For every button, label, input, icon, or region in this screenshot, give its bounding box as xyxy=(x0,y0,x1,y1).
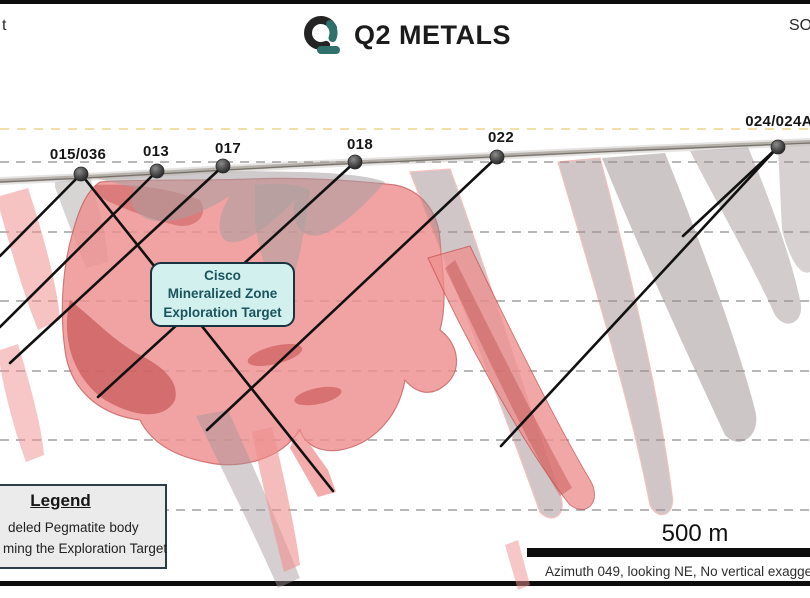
company-logo: Q2 METALS xyxy=(299,12,511,58)
legend: Legend deled Pegmatite body ming the Exp… xyxy=(0,484,167,569)
q2-metals-logo-icon xyxy=(303,16,340,54)
legend-item-target: ming the Exploration Target xyxy=(3,541,168,556)
surface-topography-line xyxy=(0,138,810,185)
section-direction-left: t xyxy=(2,17,7,34)
section-direction-right: SO xyxy=(789,17,810,34)
frame-border-top xyxy=(0,0,810,4)
scale-bar-label: 500 m xyxy=(661,520,729,547)
target-line-3: Exploration Target xyxy=(163,304,282,320)
orientation-note: Azimuth 049, looking NE, No vertical exa… xyxy=(545,564,810,579)
legend-item-pegmatite: deled Pegmatite body xyxy=(8,520,139,535)
scale-bar xyxy=(527,548,810,557)
target-line-2: Mineralized Zone xyxy=(167,286,278,302)
frame-border-bottom xyxy=(0,581,810,586)
drill-hole-collars xyxy=(73,139,786,182)
target-line-1: Cisco xyxy=(204,267,241,283)
legend-title: Legend xyxy=(30,491,91,510)
company-logo-text: Q2 METALS xyxy=(353,19,512,50)
exploration-target-callout: Cisco Mineralized Zone Exploration Targe… xyxy=(150,262,295,327)
